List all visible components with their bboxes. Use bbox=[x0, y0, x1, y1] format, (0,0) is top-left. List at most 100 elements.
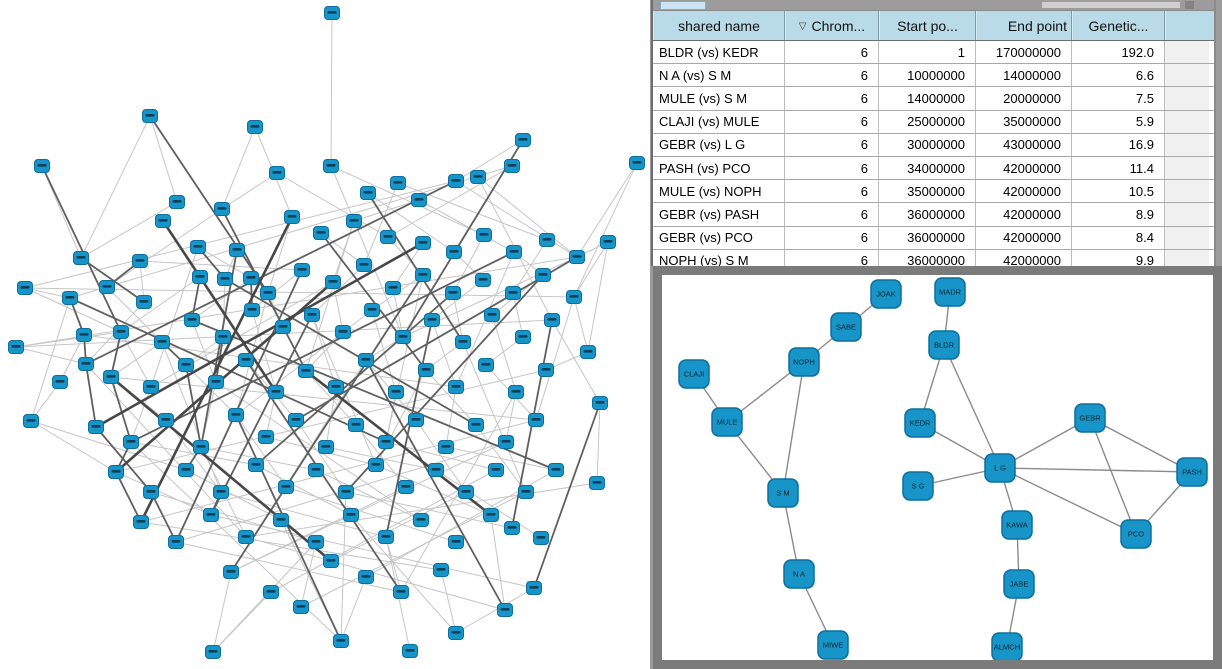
network-node[interactable] bbox=[263, 585, 279, 599]
network-node[interactable] bbox=[346, 214, 362, 228]
network-node[interactable] bbox=[508, 385, 524, 399]
column-header-genetic---[interactable]: Genetic... bbox=[1072, 11, 1165, 40]
network-node[interactable] bbox=[23, 414, 39, 428]
network-node[interactable] bbox=[402, 644, 418, 658]
network-node-joak[interactable]: JOAK bbox=[870, 279, 902, 309]
table-row[interactable]: CLAJI (vs) MULE 6 25000000 35000000 5.9 bbox=[653, 110, 1214, 134]
node-shape[interactable] bbox=[1176, 457, 1208, 487]
network-node[interactable] bbox=[504, 159, 520, 173]
network-node-miwe[interactable]: MIWE bbox=[817, 630, 849, 660]
node-shape[interactable] bbox=[783, 559, 815, 589]
network-node[interactable] bbox=[52, 375, 68, 389]
network-node[interactable] bbox=[515, 330, 531, 344]
network-node-pash[interactable]: PASH bbox=[1176, 457, 1208, 487]
network-node[interactable] bbox=[589, 476, 605, 490]
network-node-claji[interactable]: CLAJI bbox=[678, 359, 710, 389]
network-node[interactable] bbox=[388, 385, 404, 399]
column-header-end-point[interactable]: End point bbox=[976, 11, 1072, 40]
network-node[interactable] bbox=[143, 380, 159, 394]
small-network-canvas[interactable]: JOAK MADR SABE BLDR NOPH CLAJI KEDR GEBR MULE L G… bbox=[662, 275, 1213, 660]
network-node[interactable] bbox=[411, 193, 427, 207]
network-node-l-g[interactable]: L G bbox=[984, 453, 1016, 483]
network-node[interactable] bbox=[468, 418, 484, 432]
network-node[interactable] bbox=[504, 521, 520, 535]
network-node[interactable] bbox=[398, 480, 414, 494]
network-node[interactable] bbox=[569, 250, 585, 264]
node-shape[interactable] bbox=[711, 407, 743, 437]
network-node[interactable] bbox=[393, 585, 409, 599]
node-shape[interactable] bbox=[904, 408, 936, 438]
network-node[interactable] bbox=[629, 156, 645, 170]
network-node[interactable] bbox=[133, 515, 149, 529]
network-node[interactable] bbox=[143, 485, 159, 499]
large-network-canvas[interactable] bbox=[0, 0, 650, 669]
network-node[interactable] bbox=[526, 581, 542, 595]
network-node[interactable] bbox=[535, 268, 551, 282]
network-node[interactable] bbox=[73, 251, 89, 265]
network-node[interactable] bbox=[415, 236, 431, 250]
network-node[interactable] bbox=[455, 335, 471, 349]
network-node[interactable] bbox=[193, 440, 209, 454]
table-row[interactable]: GEBR (vs) PCO 6 36000000 42000000 8.4 bbox=[653, 226, 1214, 250]
network-node[interactable] bbox=[258, 430, 274, 444]
network-node[interactable] bbox=[348, 418, 364, 432]
node-shape[interactable] bbox=[678, 359, 710, 389]
node-shape[interactable] bbox=[984, 453, 1016, 483]
network-node-madr[interactable]: MADR bbox=[934, 277, 966, 307]
network-node-almch[interactable]: ALMCH bbox=[991, 632, 1023, 660]
table-row[interactable]: GEBR (vs) PASH 6 36000000 42000000 8.9 bbox=[653, 203, 1214, 227]
network-node[interactable] bbox=[438, 440, 454, 454]
network-node[interactable] bbox=[538, 363, 554, 377]
network-node[interactable] bbox=[418, 363, 434, 377]
network-node[interactable] bbox=[360, 186, 376, 200]
network-node[interactable] bbox=[308, 463, 324, 477]
network-node[interactable] bbox=[592, 396, 608, 410]
row-scrollbar-strip[interactable] bbox=[1165, 41, 1209, 64]
node-shape[interactable] bbox=[902, 471, 934, 501]
network-node[interactable] bbox=[333, 634, 349, 648]
network-node[interactable] bbox=[214, 202, 230, 216]
network-node[interactable] bbox=[358, 353, 374, 367]
node-shape[interactable] bbox=[928, 330, 960, 360]
network-node[interactable] bbox=[248, 458, 264, 472]
row-scrollbar-strip[interactable] bbox=[1165, 156, 1209, 180]
network-node[interactable] bbox=[136, 295, 152, 309]
network-node[interactable] bbox=[323, 159, 339, 173]
network-node-s-g[interactable]: S G bbox=[902, 471, 934, 501]
network-node[interactable] bbox=[515, 133, 531, 147]
network-node[interactable] bbox=[34, 159, 50, 173]
network-node[interactable] bbox=[308, 535, 324, 549]
network-node[interactable] bbox=[275, 320, 291, 334]
network-node[interactable] bbox=[476, 228, 492, 242]
table-row[interactable]: MULE (vs) S M 6 14000000 20000000 7.5 bbox=[653, 87, 1214, 111]
network-node[interactable] bbox=[8, 340, 24, 354]
node-shape[interactable] bbox=[870, 279, 902, 309]
network-node[interactable] bbox=[142, 109, 158, 123]
node-shape[interactable] bbox=[934, 277, 966, 307]
row-scrollbar-strip[interactable] bbox=[1165, 226, 1209, 249]
network-node[interactable] bbox=[243, 271, 259, 285]
network-node[interactable] bbox=[190, 240, 206, 254]
table-row[interactable]: BLDR (vs) KEDR 6 1 170000000 192.0 bbox=[653, 41, 1214, 65]
network-node[interactable] bbox=[324, 6, 340, 20]
network-node[interactable] bbox=[518, 485, 534, 499]
network-node[interactable] bbox=[184, 313, 200, 327]
network-edge[interactable] bbox=[1089, 417, 1137, 535]
network-node[interactable] bbox=[293, 600, 309, 614]
network-node[interactable] bbox=[229, 243, 245, 257]
network-node[interactable] bbox=[325, 275, 341, 289]
network-edge[interactable] bbox=[999, 467, 1137, 535]
node-shape[interactable] bbox=[1003, 569, 1035, 599]
network-node[interactable] bbox=[108, 465, 124, 479]
network-node[interactable] bbox=[566, 290, 582, 304]
network-node[interactable] bbox=[498, 435, 514, 449]
network-node[interactable] bbox=[356, 258, 372, 272]
network-node[interactable] bbox=[205, 645, 221, 659]
network-node[interactable] bbox=[76, 328, 92, 342]
network-node-sabe[interactable]: SABE bbox=[830, 312, 862, 342]
large-network-view[interactable] bbox=[0, 0, 650, 669]
network-node[interactable] bbox=[390, 176, 406, 190]
node-shape[interactable] bbox=[1001, 510, 1033, 540]
network-node-jabe[interactable]: JABE bbox=[1003, 569, 1035, 599]
node-shape[interactable] bbox=[830, 312, 862, 342]
